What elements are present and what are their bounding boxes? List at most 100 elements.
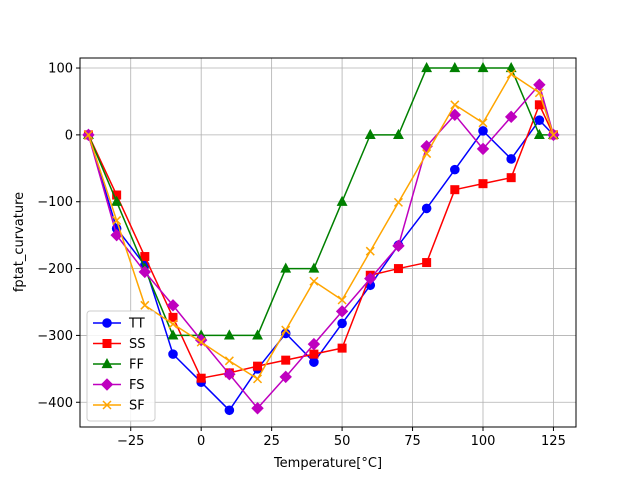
data-point-fs (251, 402, 264, 415)
x-tick-label: 100 (471, 434, 496, 449)
data-point-ff (252, 329, 263, 340)
data-point-ff (393, 128, 404, 139)
data-point-ff (421, 61, 433, 73)
data-point-ss (337, 343, 347, 353)
data-point-tt (224, 405, 235, 416)
y-axis-label: fptat_curvature (12, 192, 27, 292)
data-point-ff (477, 61, 489, 73)
data-point-sf (112, 215, 122, 225)
legend-marker-ss (102, 339, 112, 348)
data-point-sf (478, 118, 488, 128)
plot-frame (79, 57, 577, 428)
x-tick-label: 125 (541, 434, 566, 449)
legend-label-ff: FF (129, 358, 144, 373)
data-point-tt (534, 115, 545, 125)
series-sf (83, 69, 558, 384)
series-line-ss (87, 104, 555, 379)
data-point-fs (223, 367, 236, 381)
data-point-ff (505, 61, 517, 73)
series-group (82, 61, 560, 416)
data-point-sf (337, 295, 347, 305)
data-point-ss (140, 252, 150, 262)
data-point-tt (309, 357, 319, 367)
data-point-fs (364, 272, 377, 285)
data-point-sf (83, 130, 93, 140)
data-point-sf (224, 356, 234, 366)
x-tick-label: 25 (263, 434, 280, 449)
x-tick-label: 75 (404, 434, 421, 449)
data-point-sf (365, 246, 375, 256)
legend-label-ss: SS (129, 337, 146, 352)
legend-label-fs: FS (129, 378, 145, 393)
data-point-sf (393, 197, 403, 207)
data-point-ss (422, 258, 432, 268)
data-point-fs (392, 239, 405, 253)
y-tick-label: −200 (37, 262, 73, 277)
data-point-sf (548, 130, 558, 140)
legend-marker-fs (100, 378, 114, 391)
x-tick-label: 0 (197, 434, 205, 449)
data-point-ss (393, 264, 403, 274)
data-point-tt (506, 154, 516, 164)
data-point-ff (111, 195, 123, 206)
data-point-tt (421, 203, 432, 214)
data-point-ss (253, 361, 263, 371)
axis-ticks: −25 0 25 50 75 100 125 −400 −300 −200 −100 0 100 (37, 62, 566, 449)
series-line-ff (87, 67, 554, 337)
y-tick-label: −300 (37, 329, 73, 344)
data-point-ff (449, 61, 461, 73)
data-point-tt (478, 126, 488, 136)
data-point-fs (335, 305, 349, 318)
data-point-ff (167, 329, 179, 340)
legend-marker-tt (102, 318, 112, 328)
data-point-fs (504, 110, 518, 124)
data-point-ff (533, 128, 545, 139)
data-point-ff (223, 329, 235, 340)
data-point-fs (448, 108, 462, 122)
data-point-ss (196, 373, 206, 383)
legend-label-sf: SF (129, 399, 145, 414)
data-point-sf (506, 69, 516, 79)
data-point-sf (253, 374, 263, 384)
data-point-ff (280, 262, 292, 273)
data-point-ss (450, 185, 460, 195)
data-point-ff (364, 128, 376, 139)
data-point-ss (168, 312, 178, 322)
data-point-fs (279, 370, 292, 384)
legend-marker-ff (101, 357, 113, 369)
data-point-tt (337, 318, 347, 329)
data-point-ss (478, 179, 488, 189)
data-point-fs (533, 78, 546, 91)
legend: TT SS FF FS SF (86, 310, 156, 422)
data-point-fs (476, 142, 490, 156)
y-tick-label: 0 (65, 128, 73, 143)
data-point-sf (422, 149, 432, 159)
x-axis-label: Temperature[°C] (273, 456, 382, 471)
legend-marker-sf (102, 400, 112, 410)
data-point-fs (166, 299, 180, 312)
data-point-sf (309, 276, 319, 286)
data-point-sf (140, 300, 150, 310)
legend-box (86, 310, 156, 422)
data-point-ff (308, 262, 320, 273)
data-point-fs (138, 265, 152, 279)
x-tick-label: 50 (334, 434, 351, 449)
y-tick-label: 100 (48, 62, 73, 77)
grid-lines (80, 58, 576, 427)
data-point-ss (309, 349, 319, 359)
y-tick-label: −100 (37, 195, 73, 210)
data-point-tt (450, 164, 460, 175)
data-point-sf (196, 337, 206, 347)
series-line-fs (87, 83, 555, 410)
data-point-sf (281, 325, 291, 335)
data-point-sf (168, 319, 178, 329)
data-point-ff (336, 195, 348, 206)
data-point-sf (534, 88, 544, 98)
x-tick-label: −25 (117, 434, 144, 449)
legend-label-tt: TT (128, 317, 145, 332)
series-line-sf (87, 73, 555, 380)
data-point-fs (307, 337, 321, 351)
data-point-ss (281, 355, 291, 365)
data-point-tt (168, 349, 178, 359)
